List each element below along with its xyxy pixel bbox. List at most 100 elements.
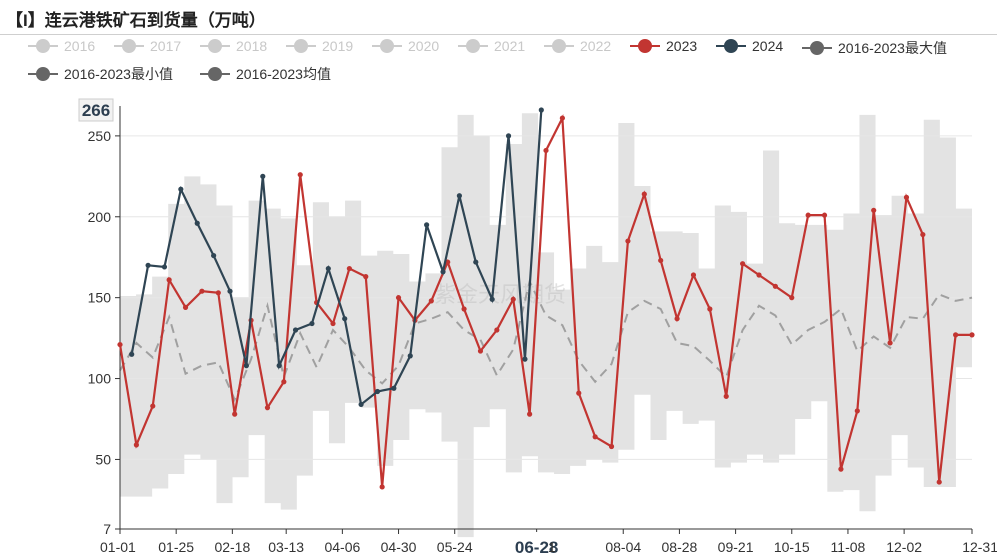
legend-symbol-icon [28, 67, 58, 81]
series-2023-point [199, 288, 205, 294]
series-2023-point [215, 290, 221, 296]
series-2023-point [838, 466, 844, 472]
series-2024-point [211, 252, 217, 259]
x-tick-partial: 1 [548, 539, 556, 555]
series-2024-point [309, 320, 315, 327]
series-2024-point [342, 316, 348, 322]
watermark: 紫金天风期货 [434, 282, 566, 307]
legend-symbol-icon [200, 67, 230, 81]
series-2023-point [969, 332, 975, 338]
series-2023-point [182, 304, 189, 310]
x-tick-label: 02-18 [214, 539, 250, 555]
legend-symbol-icon [544, 39, 574, 53]
series-2023-point [379, 484, 385, 490]
series-2023-point [330, 320, 336, 327]
series-2023-point [477, 348, 484, 354]
series-2023-point [723, 393, 729, 399]
series-2023-point [772, 283, 778, 289]
legend-label: 2023 [666, 38, 698, 54]
series-2023-point [428, 298, 434, 304]
x-tick-label: 08-04 [605, 539, 641, 555]
legend-item-2016-2023最小值[interactable]: 2016-2023最小值 [28, 64, 173, 84]
legend-label: 2021 [494, 38, 526, 54]
series-2023-point [625, 238, 631, 244]
x-hover-label: 06-28 [515, 538, 558, 555]
series-2023-point [887, 340, 893, 346]
series-2023-point [707, 306, 713, 312]
series-2024-point [374, 388, 381, 395]
y-tick-label: 150 [88, 290, 112, 306]
series-2024-point [505, 133, 512, 139]
series-2024-point [522, 356, 528, 362]
series-2024-point [276, 363, 282, 369]
x-tick-label: 12-31 [962, 539, 997, 555]
series-2024-point [473, 259, 479, 265]
series-2023-point [953, 332, 959, 338]
y-max-label: 266 [82, 101, 110, 120]
series-2024-point [260, 173, 266, 179]
series-2024-point [292, 327, 299, 333]
series-2023-point [740, 261, 746, 267]
legend-item-2016-2023最大值[interactable]: 2016-2023最大值 [802, 38, 947, 58]
series-2023-point [150, 403, 156, 409]
x-tick-label: 04-30 [381, 539, 417, 555]
legend-label: 2016-2023最小值 [64, 66, 173, 82]
legend-symbol-icon [372, 39, 402, 53]
series-2023-point [264, 405, 271, 411]
legend-item-2019[interactable]: 2019 [286, 38, 353, 54]
series-2023-point [527, 411, 533, 417]
series-2023-point [346, 265, 352, 272]
legend-symbol-icon [28, 39, 58, 53]
series-2024-line [130, 109, 543, 407]
series-2023-point [674, 316, 680, 322]
x-tick-label: 05-24 [437, 539, 473, 555]
series-2023-point [461, 306, 467, 312]
legend-label: 2022 [580, 38, 612, 54]
legend-symbol-icon [200, 39, 230, 53]
y-tick-label: 50 [95, 451, 111, 467]
series-2024-point [489, 296, 495, 302]
series-2024-point [440, 269, 446, 275]
x-tick-label: 03-13 [268, 539, 304, 555]
legend-symbol-icon [458, 39, 488, 53]
series-2024-point [538, 107, 544, 113]
series-2023-point [920, 231, 926, 238]
x-tick-label: 11-08 [831, 539, 866, 555]
legend-symbol-icon [716, 39, 746, 53]
series-2023-point [821, 212, 828, 218]
legend-item-2016-2023均值[interactable]: 2016-2023均值 [200, 64, 331, 84]
series-2023-point [592, 434, 598, 440]
series-2023-point [789, 295, 795, 301]
legend-item-2024[interactable]: 2024 [716, 38, 783, 54]
series-2023-point [903, 194, 910, 200]
series-2023-point [543, 147, 549, 154]
series-2024-point [161, 264, 168, 270]
series-2023-point [690, 272, 697, 278]
legend-label: 2016-2023均值 [236, 66, 331, 82]
series-2023-point [510, 296, 516, 302]
series-2024-point [227, 288, 233, 294]
series-2024-point [358, 401, 364, 408]
legend-item-2020[interactable]: 2020 [372, 38, 439, 54]
legend-label: 2019 [322, 38, 354, 54]
legend-symbol-icon [630, 39, 660, 53]
series-2023-point [559, 115, 565, 121]
series-2023-point [936, 479, 942, 485]
title-divider [0, 34, 997, 35]
legend-item-2022[interactable]: 2022 [544, 38, 611, 54]
legend-symbol-icon [114, 39, 144, 53]
legend-symbol-icon [802, 41, 832, 55]
x-tick-label: 09-21 [718, 539, 754, 555]
x-hover-box [502, 532, 571, 555]
legend-item-2023[interactable]: 2023 [630, 38, 697, 54]
legend-item-2018[interactable]: 2018 [200, 38, 267, 54]
legend-item-2017[interactable]: 2017 [114, 38, 181, 54]
legend-item-2021[interactable]: 2021 [458, 38, 525, 54]
max-value-box [78, 98, 114, 122]
series-2023-point [658, 257, 664, 264]
legend-label: 2016 [64, 38, 96, 54]
series-2024-point [407, 353, 413, 359]
legend-item-2016[interactable]: 2016 [28, 38, 95, 54]
x-tick-label: 01-25 [158, 539, 194, 555]
